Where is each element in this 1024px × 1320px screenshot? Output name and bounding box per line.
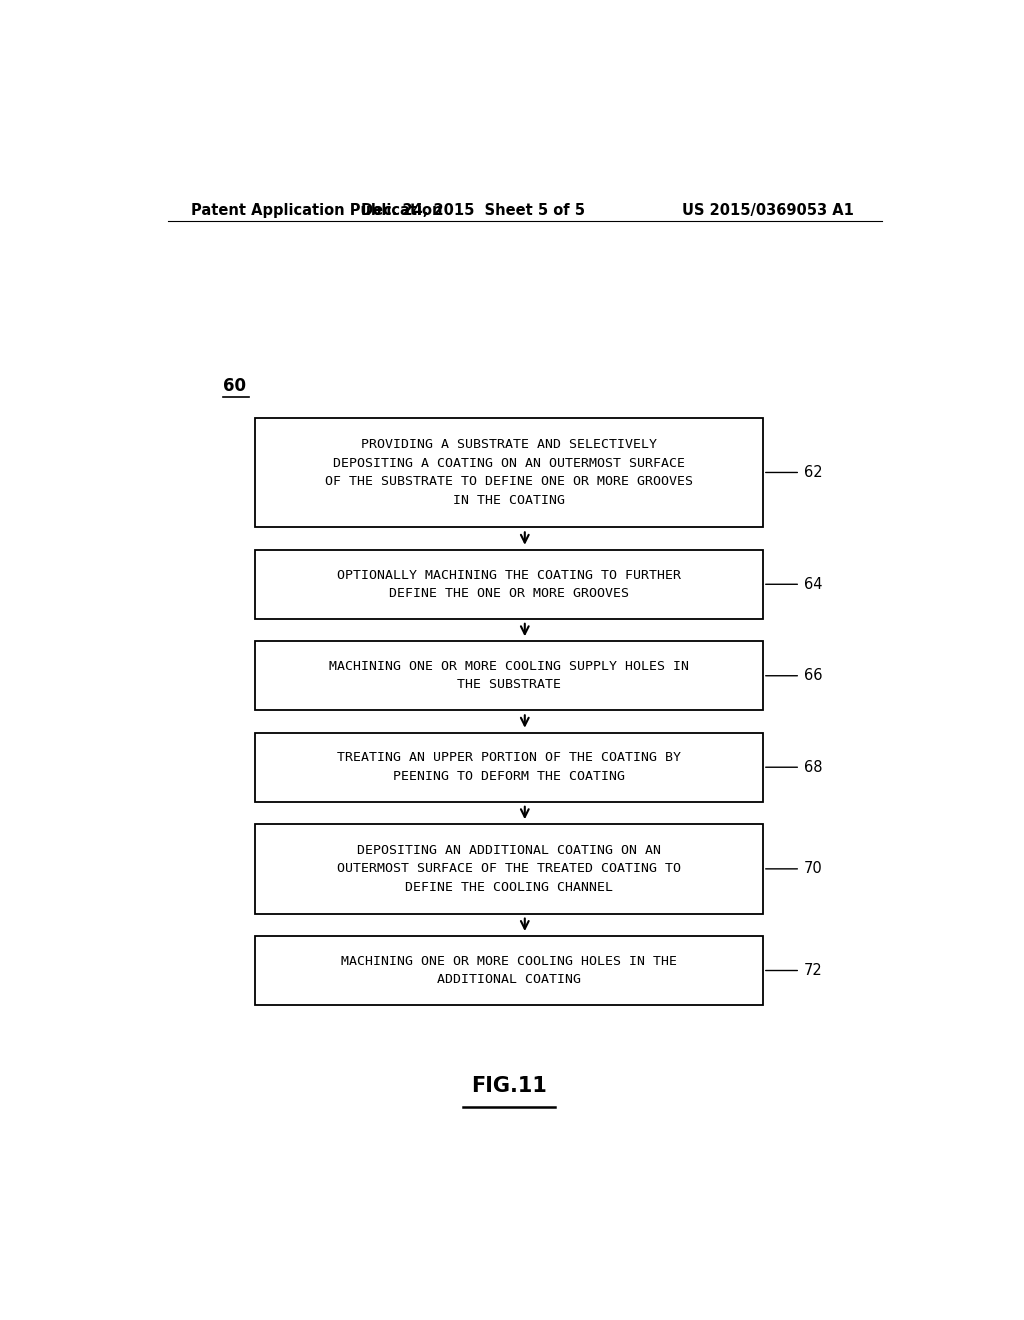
Bar (255, 417, 763, 528)
Text: Dec. 24, 2015  Sheet 5 of 5: Dec. 24, 2015 Sheet 5 of 5 (361, 203, 586, 218)
Bar (255, 824, 763, 913)
Text: MACHINING ONE OR MORE COOLING SUPPLY HOLES IN
THE SUBSTRATE: MACHINING ONE OR MORE COOLING SUPPLY HOL… (329, 660, 689, 692)
Bar (255, 936, 763, 1005)
Bar (255, 549, 763, 619)
Text: US 2015/0369053 A1: US 2015/0369053 A1 (682, 203, 854, 218)
Text: 64: 64 (804, 577, 822, 591)
Text: Patent Application Publication: Patent Application Publication (191, 203, 443, 218)
Text: OPTIONALLY MACHINING THE COATING TO FURTHER
DEFINE THE ONE OR MORE GROOVES: OPTIONALLY MACHINING THE COATING TO FURT… (337, 569, 681, 601)
Text: 62: 62 (804, 465, 822, 480)
Text: FIG.11: FIG.11 (471, 1076, 547, 1096)
Bar (255, 642, 763, 710)
Text: 72: 72 (804, 964, 823, 978)
Bar (255, 733, 763, 801)
Text: TREATING AN UPPER PORTION OF THE COATING BY
PEENING TO DEFORM THE COATING: TREATING AN UPPER PORTION OF THE COATING… (337, 751, 681, 783)
Text: 68: 68 (804, 760, 822, 775)
Text: MACHINING ONE OR MORE COOLING HOLES IN THE
ADDITIONAL COATING: MACHINING ONE OR MORE COOLING HOLES IN T… (341, 954, 677, 986)
Text: PROVIDING A SUBSTRATE AND SELECTIVELY
DEPOSITING A COATING ON AN OUTERMOST SURFA: PROVIDING A SUBSTRATE AND SELECTIVELY DE… (325, 438, 693, 507)
Text: 70: 70 (804, 862, 823, 876)
Text: DEPOSITING AN ADDITIONAL COATING ON AN
OUTERMOST SURFACE OF THE TREATED COATING : DEPOSITING AN ADDITIONAL COATING ON AN O… (337, 843, 681, 894)
Text: 60: 60 (223, 378, 246, 395)
Text: 66: 66 (804, 668, 822, 684)
